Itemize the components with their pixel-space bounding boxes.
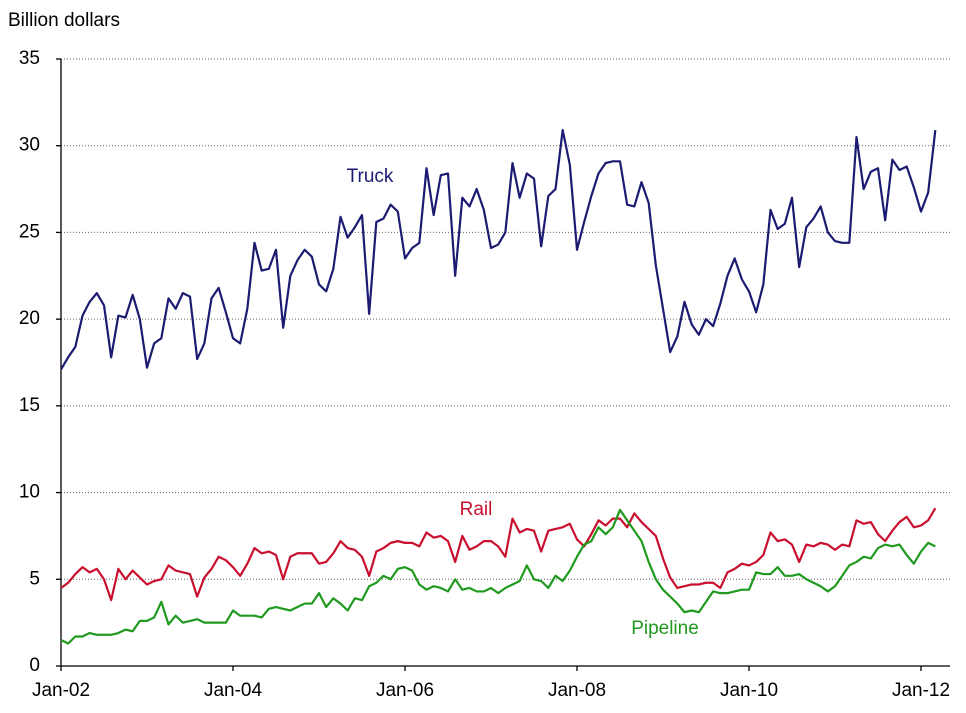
series-line: [60, 129, 937, 370]
y-tick-label: 5: [29, 568, 40, 589]
x-tick-label: Jan-06: [376, 680, 434, 701]
series-label: Truck: [347, 166, 394, 187]
y-tick-label: 20: [19, 308, 40, 329]
y-tick-label: 10: [19, 482, 40, 503]
y-tick-label: 0: [29, 655, 40, 676]
series-line: [60, 508, 936, 645]
x-tick-label: Jan-12: [892, 680, 950, 701]
x-tick-label: Jan-02: [32, 680, 90, 701]
series-line: [60, 507, 937, 602]
x-tick-label: Jan-04: [204, 680, 263, 701]
y-tick-label: 35: [19, 48, 40, 69]
y-tick-label: 30: [19, 135, 40, 156]
x-tick-label: Jan-10: [720, 680, 778, 701]
x-tick-label: Jan-08: [548, 680, 606, 701]
y-tick-label: 15: [19, 395, 40, 416]
series-label: Rail: [460, 499, 493, 520]
y-axis-label: Billion dollars: [8, 10, 120, 31]
series-label: Pipeline: [631, 618, 699, 639]
y-tick-label: 25: [19, 221, 40, 242]
